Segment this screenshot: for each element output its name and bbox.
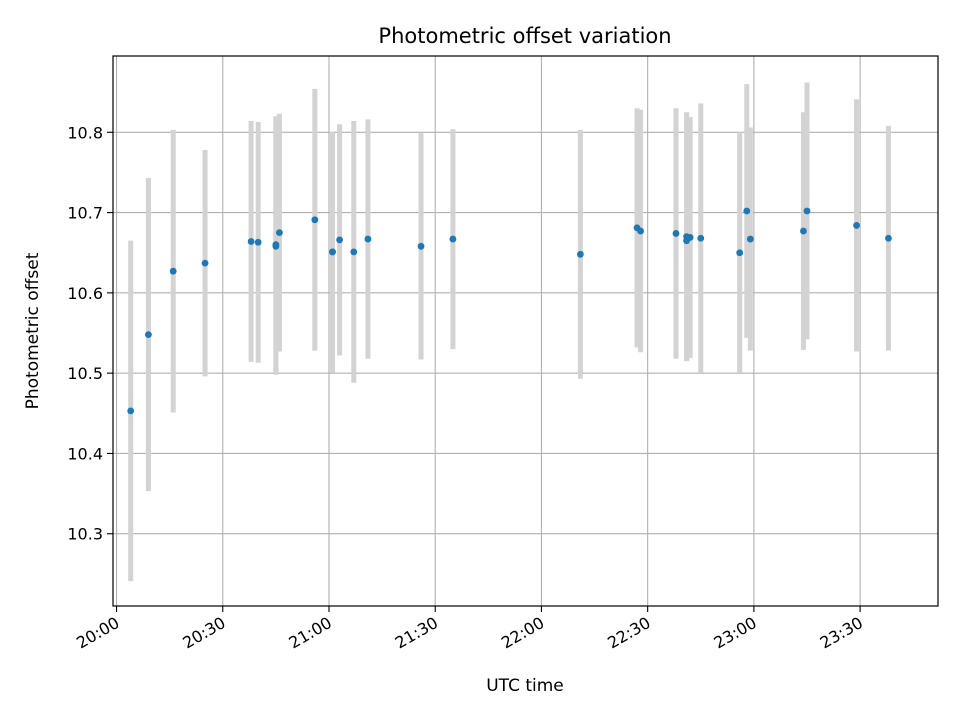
y-tick-label: 10.3 (67, 525, 103, 544)
data-point (697, 234, 705, 242)
data-point (364, 235, 372, 243)
y-axis-title: Photometric offset (23, 252, 43, 409)
x-axis-title: UTC time (486, 676, 564, 696)
chart-title: Photometric offset variation (378, 24, 671, 48)
data-point (329, 248, 336, 256)
data-point (449, 235, 457, 243)
data-point (247, 238, 255, 245)
y-tick-label: 10.5 (67, 364, 103, 383)
data-point (672, 230, 680, 237)
data-point (417, 242, 425, 250)
data-point (201, 259, 209, 267)
y-tick-label: 10.8 (67, 123, 103, 142)
data-point (311, 216, 319, 224)
data-point (743, 207, 751, 215)
data-point (686, 234, 694, 241)
data-point (746, 235, 754, 243)
data-point (145, 331, 152, 339)
data-points (127, 207, 892, 415)
data-point (576, 250, 584, 258)
data-point (885, 234, 892, 242)
y-tick-label: 10.7 (67, 204, 103, 223)
plot-frame (112, 55, 939, 607)
y-axis: 10.3 10.4 10.5 10.6 10.7 10.8 (67, 123, 113, 544)
data-point (853, 222, 860, 229)
data-point (169, 267, 177, 275)
data-point (254, 238, 262, 246)
data-point (736, 249, 744, 257)
data-point (272, 241, 280, 249)
data-point (803, 207, 811, 215)
data-point (127, 407, 135, 415)
data-point (276, 229, 283, 237)
data-point (637, 227, 644, 235)
y-tick-label: 10.6 (67, 284, 103, 303)
data-point (800, 227, 807, 235)
data-point (336, 236, 344, 244)
y-tick-label: 10.4 (67, 444, 103, 463)
data-point (350, 248, 358, 256)
